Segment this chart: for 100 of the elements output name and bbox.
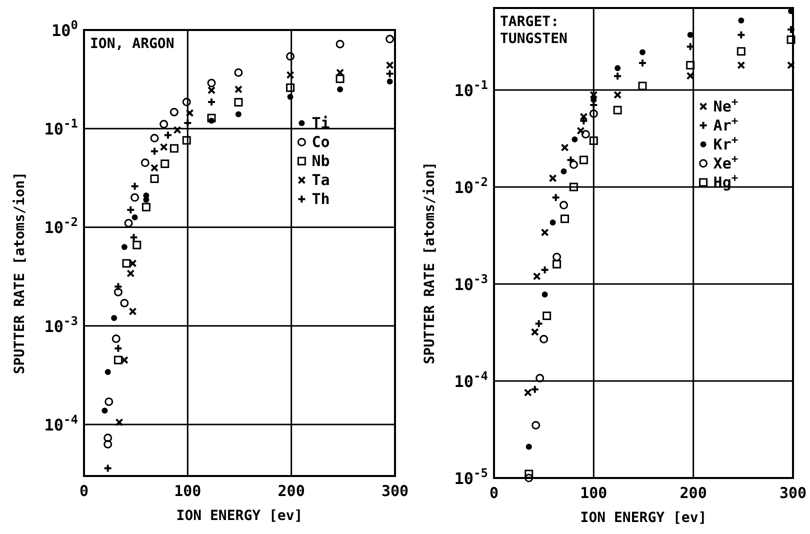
y-tick-label: 10$^{-5}$ <box>454 466 488 488</box>
point <box>286 52 295 61</box>
point <box>286 83 295 92</box>
point <box>207 78 216 88</box>
y-tick-label: 10$^{0}$ <box>52 18 78 40</box>
point <box>104 369 111 376</box>
point <box>128 307 137 316</box>
point <box>737 61 746 70</box>
point <box>124 218 133 228</box>
point <box>182 136 191 145</box>
point <box>286 70 294 79</box>
y-tick-label: 10$^{-2}$ <box>454 174 488 197</box>
y-tick-label: 10$^{-3}$ <box>454 272 488 294</box>
point <box>569 160 578 169</box>
x-tick-label: 100 <box>174 482 202 500</box>
point <box>132 240 142 250</box>
point <box>580 112 588 121</box>
point <box>132 214 138 220</box>
point <box>590 96 597 103</box>
point <box>234 98 243 107</box>
annotation: ION, ARGON <box>90 36 174 52</box>
point <box>738 18 744 24</box>
y-tick-label: 10$^{-1}$ <box>44 116 78 139</box>
point <box>542 312 552 320</box>
point <box>572 136 578 142</box>
point <box>186 108 194 117</box>
x-tick-label: 200 <box>680 484 707 502</box>
point <box>120 356 128 364</box>
point <box>579 156 588 164</box>
point <box>160 160 170 168</box>
point <box>114 356 122 364</box>
point <box>103 464 112 473</box>
annotation: TARGET: TUNGSTEN <box>500 14 568 47</box>
point <box>160 143 168 152</box>
point <box>336 68 344 77</box>
point <box>173 126 182 134</box>
point <box>336 40 344 48</box>
legend-label: Nb <box>312 152 330 170</box>
point <box>234 68 243 77</box>
x-axis-title: ION ENERGY [ev] <box>176 508 303 524</box>
point <box>614 65 621 72</box>
point <box>112 334 120 343</box>
point <box>614 90 622 99</box>
point <box>130 193 140 202</box>
point <box>686 60 695 70</box>
x-tick-label: 100 <box>580 484 608 502</box>
x-tick-label: 300 <box>381 482 409 500</box>
y-axis-title: SPUTTER RATE [atoms/ion] <box>12 172 28 374</box>
point <box>540 228 549 236</box>
point <box>542 291 548 298</box>
x-tick-label: 0 <box>79 482 89 500</box>
point <box>613 72 622 81</box>
point <box>532 420 540 430</box>
point <box>104 397 114 406</box>
legend-label: Xe$^{+}$ <box>713 152 738 172</box>
point <box>160 120 168 128</box>
point <box>590 90 598 99</box>
point <box>386 34 394 44</box>
point <box>122 259 131 268</box>
point <box>687 32 694 38</box>
y-tick-label: 10$^{-3}$ <box>44 314 78 336</box>
point <box>170 108 178 116</box>
legend-label: Ar$^{+}$ <box>713 114 738 134</box>
point <box>640 49 646 56</box>
point <box>104 440 112 448</box>
point <box>182 98 191 106</box>
y-axis-title: SPUTTER RATE [atoms/ion] <box>422 162 438 364</box>
point <box>114 344 123 353</box>
y-tick-label: 10$^{-1}$ <box>454 78 488 100</box>
point <box>560 168 567 174</box>
point <box>111 315 118 322</box>
legend-label: Co <box>312 133 330 152</box>
point <box>287 94 294 100</box>
point <box>526 444 532 450</box>
point <box>121 244 128 250</box>
point <box>569 182 578 192</box>
point <box>540 334 548 344</box>
point <box>560 214 570 224</box>
legend-label: Ne$^{+}$ <box>713 94 738 116</box>
point <box>524 474 534 482</box>
point <box>552 260 562 268</box>
point <box>560 144 569 152</box>
point <box>638 82 647 90</box>
point <box>386 61 394 70</box>
point <box>170 144 178 153</box>
point <box>142 202 150 212</box>
point <box>130 182 140 191</box>
point <box>235 111 242 118</box>
point <box>115 418 124 426</box>
point <box>581 130 590 138</box>
point <box>337 86 344 92</box>
point <box>550 220 556 226</box>
y-tick-label: 10$^{-2}$ <box>44 215 78 238</box>
point <box>129 232 138 242</box>
x-tick-label: 300 <box>779 484 807 502</box>
point <box>589 136 598 145</box>
point <box>150 174 159 184</box>
legend-label: Kr$^{+}$ <box>713 132 738 154</box>
point <box>207 114 216 122</box>
point <box>150 134 159 142</box>
